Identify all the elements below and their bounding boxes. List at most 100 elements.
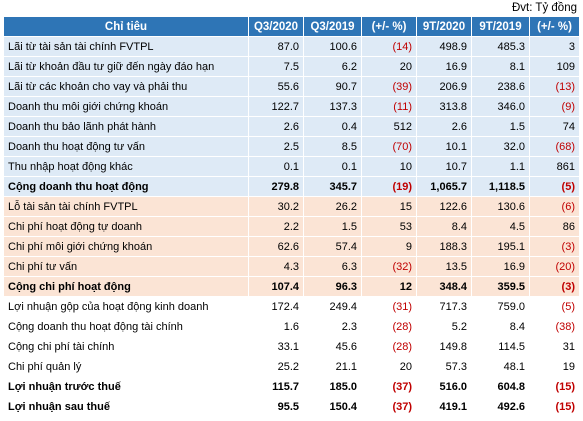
cell-q-change: (32) [361, 256, 417, 277]
row-label: Cộng chi phí hoạt động [3, 276, 249, 297]
table-row: Chi phí quản lý 25.2 21.1 20 57.3 48.1 19 [3, 356, 580, 377]
cell-q3-2020: 115.7 [248, 376, 304, 397]
cell-q3-2020: 33.1 [248, 336, 304, 357]
header-q-change: (+/- %) [361, 16, 417, 37]
cell-q3-2019: 2.3 [303, 316, 362, 337]
cell-9t-2019: 759.0 [471, 296, 530, 317]
cell-ytd-change: (9) [529, 96, 580, 117]
cell-q-change: 512 [361, 116, 417, 137]
cell-q3-2019: 0.1 [303, 156, 362, 177]
cell-q-change: (37) [361, 396, 417, 417]
cell-9t-2019: 4.5 [471, 216, 530, 237]
header-9t-2020: 9T/2020 [416, 16, 472, 37]
cell-q3-2019: 0.4 [303, 116, 362, 137]
cell-q3-2019: 6.3 [303, 256, 362, 277]
cell-q3-2019: 90.7 [303, 76, 362, 97]
cell-q3-2020: 30.2 [248, 196, 304, 217]
table-row: Cộng chi phí tài chính 33.1 45.6 (28) 149.8 1… [3, 336, 580, 357]
row-label: Lãi từ các khoản cho vay và phải thu [3, 76, 249, 97]
table-header-row: Chỉ tiêu Q3/2020 Q3/2019 (+/- %) 9T/2020… [3, 16, 580, 37]
cell-q-change: (14) [361, 36, 417, 57]
row-label: Chi phí tư vấn [3, 256, 249, 277]
cell-q3-2020: 2.5 [248, 136, 304, 157]
cell-q3-2020: 122.7 [248, 96, 304, 117]
cell-ytd-change: (6) [529, 196, 580, 217]
table-row: Chi phí hoạt động tự doanh 2.2 1.5 53 8.4 4.5… [3, 216, 580, 237]
cell-q3-2020: 55.6 [248, 76, 304, 97]
row-label: Thu nhập hoạt động khác [3, 156, 249, 177]
cell-q3-2019: 150.4 [303, 396, 362, 417]
cell-9t-2020: 498.9 [416, 36, 472, 57]
cell-q3-2019: 137.3 [303, 96, 362, 117]
cell-9t-2020: 717.3 [416, 296, 472, 317]
row-label: Lợi nhuận gộp của hoạt động kinh doanh [3, 296, 249, 317]
table-row: Cộng doanh thu hoạt động tài chính 1.6 2.3… [3, 316, 580, 337]
cell-ytd-change: (13) [529, 76, 580, 97]
cell-q3-2019: 345.7 [303, 176, 362, 197]
row-label: Doanh thu hoạt động tư vấn [3, 136, 249, 157]
cell-q3-2020: 25.2 [248, 356, 304, 377]
cell-q3-2020: 1.6 [248, 316, 304, 337]
cell-9t-2020: 10.7 [416, 156, 472, 177]
cell-q-change: 15 [361, 196, 417, 217]
cell-q3-2020: 4.3 [248, 256, 304, 277]
cell-q3-2019: 1.5 [303, 216, 362, 237]
cell-q-change: 12 [361, 276, 417, 297]
cell-q3-2020: 87.0 [248, 36, 304, 57]
cell-9t-2020: 8.4 [416, 216, 472, 237]
cell-9t-2019: 1,118.5 [471, 176, 530, 197]
financial-table: Chỉ tiêu Q3/2020 Q3/2019 (+/- %) 9T/2020… [3, 16, 580, 417]
cell-q3-2019: 96.3 [303, 276, 362, 297]
header-indicator: Chỉ tiêu [3, 16, 249, 37]
cell-ytd-change: 19 [529, 356, 580, 377]
cell-9t-2020: 419.1 [416, 396, 472, 417]
cell-9t-2020: 348.4 [416, 276, 472, 297]
table-row: Lãi từ các khoản cho vay và phải thu 55.6… [3, 76, 580, 97]
cell-q3-2020: 2.2 [248, 216, 304, 237]
cell-ytd-change: (15) [529, 396, 580, 417]
cell-q3-2020: 95.5 [248, 396, 304, 417]
cell-9t-2019: 130.6 [471, 196, 530, 217]
cell-9t-2019: 1.5 [471, 116, 530, 137]
cell-q3-2019: 8.5 [303, 136, 362, 157]
table-row: Thu nhập hoạt động khác 0.1 0.1 10 10.7 1.1 86… [3, 156, 580, 177]
cell-9t-2020: 188.3 [416, 236, 472, 257]
cell-q3-2019: 57.4 [303, 236, 362, 257]
cell-9t-2020: 5.2 [416, 316, 472, 337]
cell-q3-2020: 2.6 [248, 116, 304, 137]
cell-9t-2019: 492.6 [471, 396, 530, 417]
cell-q-change: (37) [361, 376, 417, 397]
cell-ytd-change: 74 [529, 116, 580, 137]
row-label: Lãi từ khoản đầu tư giữ đến ngày đáo hạn [3, 56, 249, 77]
cell-9t-2020: 2.6 [416, 116, 472, 137]
cell-9t-2019: 238.6 [471, 76, 530, 97]
table-row: Lãi từ khoản đầu tư giữ đến ngày đáo hạn… [3, 56, 580, 77]
row-label: Lỗ tài sản tài chính FVTPL [3, 196, 249, 217]
cell-9t-2019: 48.1 [471, 356, 530, 377]
cell-ytd-change: 86 [529, 216, 580, 237]
cell-9t-2019: 1.1 [471, 156, 530, 177]
cell-9t-2019: 346.0 [471, 96, 530, 117]
table-row: Cộng chi phí hoạt động 107.4 96.3 12 348.4 35… [3, 276, 580, 297]
cell-9t-2019: 8.4 [471, 316, 530, 337]
cell-9t-2019: 195.1 [471, 236, 530, 257]
row-label: Doanh thu môi giới chứng khoán [3, 96, 249, 117]
cell-9t-2020: 516.0 [416, 376, 472, 397]
cell-q3-2019: 185.0 [303, 376, 362, 397]
row-label: Chi phí môi giới chứng khoán [3, 236, 249, 257]
cell-q3-2019: 21.1 [303, 356, 362, 377]
cell-q3-2020: 62.6 [248, 236, 304, 257]
cell-ytd-change: 31 [529, 336, 580, 357]
cell-q-change: (31) [361, 296, 417, 317]
cell-q3-2019: 45.6 [303, 336, 362, 357]
table-row: Lợi nhuận sau thuế 95.5 150.4 (37) 419.1 492.… [3, 396, 580, 417]
cell-q-change: 10 [361, 156, 417, 177]
cell-ytd-change: (38) [529, 316, 580, 337]
cell-q-change: (39) [361, 76, 417, 97]
row-label: Chi phí hoạt động tự doanh [3, 216, 249, 237]
cell-9t-2019: 8.1 [471, 56, 530, 77]
table-row: Chi phí môi giới chứng khoán 62.6 57.4 9 188… [3, 236, 580, 257]
cell-9t-2020: 10.1 [416, 136, 472, 157]
cell-q3-2020: 107.4 [248, 276, 304, 297]
cell-q3-2019: 249.4 [303, 296, 362, 317]
